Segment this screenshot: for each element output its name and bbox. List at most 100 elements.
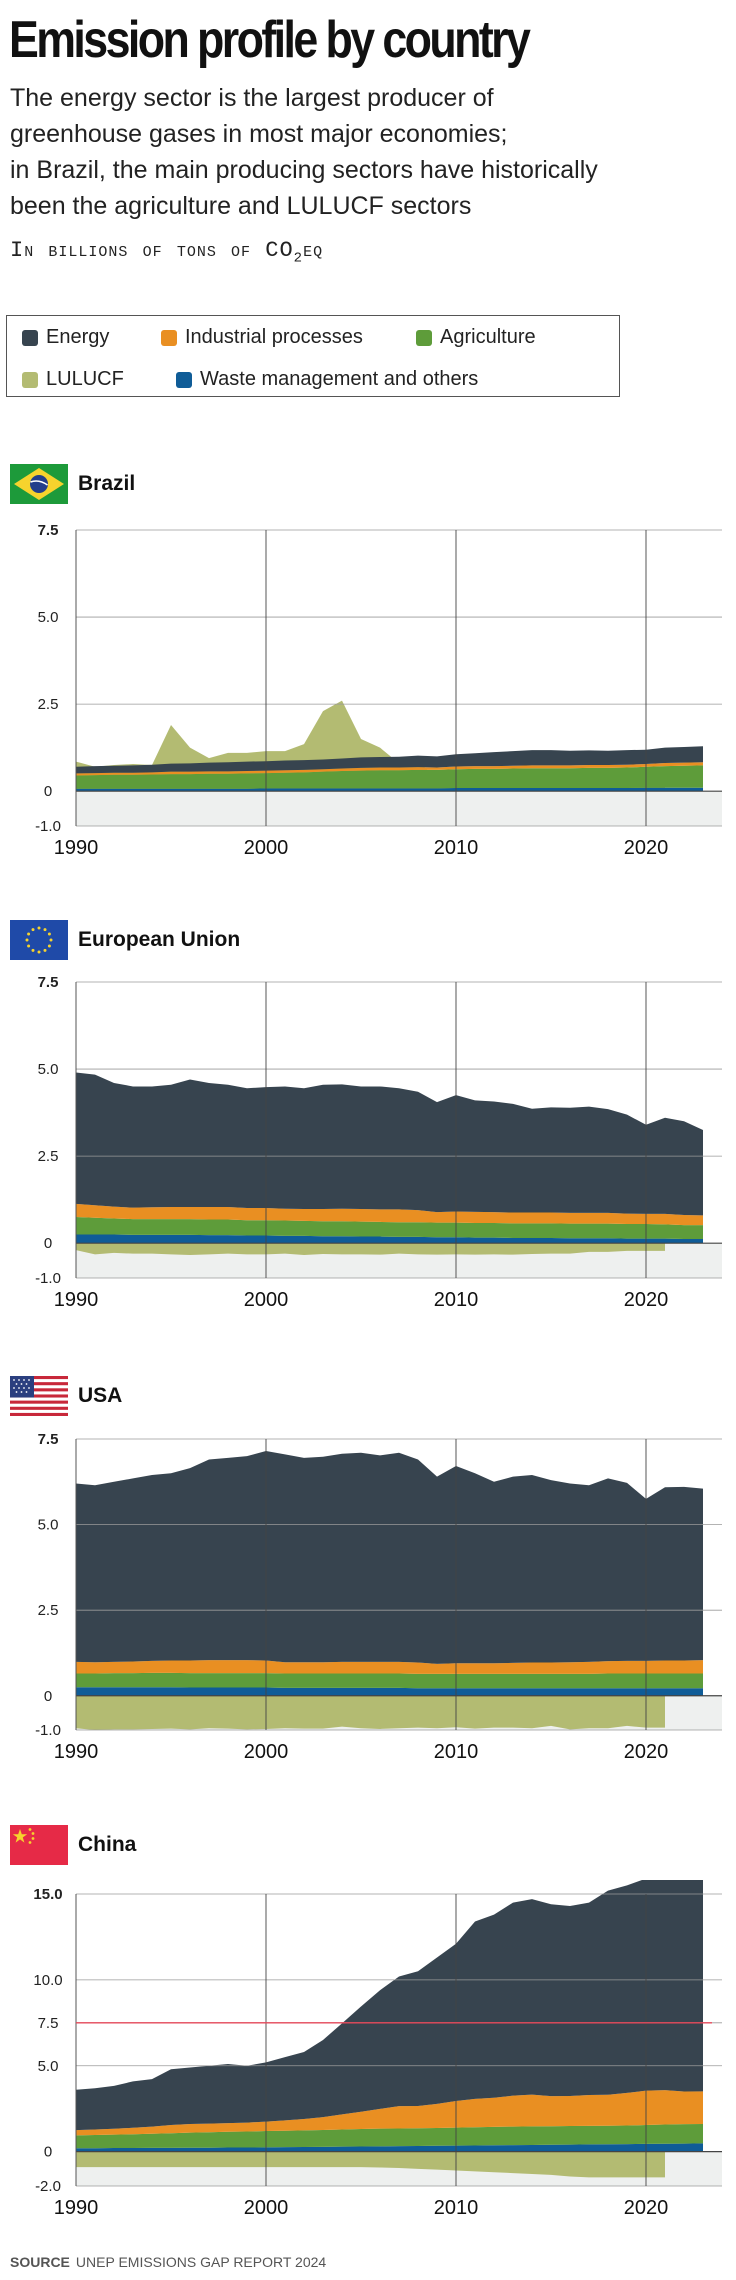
- subtitle: The energy sector is the largest produce…: [10, 80, 710, 224]
- energy-area: [76, 746, 703, 774]
- waste-management-and-others-area: [76, 787, 703, 792]
- energy-area: [76, 1880, 703, 2131]
- y-tick-label: 7.5: [38, 2015, 59, 2032]
- industrial-processes-area: [76, 1203, 703, 1226]
- china-flag-icon: [10, 1825, 68, 1865]
- y-tick-label: -1.0: [35, 1270, 61, 1287]
- x-tick-label: 2000: [244, 1289, 289, 1311]
- x-tick-label: 2010: [434, 2197, 479, 2219]
- y-tick-label: 5.0: [38, 1517, 59, 1534]
- legend-item-energy: Energy: [22, 326, 109, 349]
- x-tick-label: 2000: [244, 1741, 289, 1763]
- chart-european-union: -1.0 0 2.5 5.0 7.5 1990 2000 2010 2020: [35, 974, 722, 1311]
- y-tick-label: 5.0: [38, 609, 59, 626]
- country-name: China: [78, 1833, 137, 1856]
- y-tick-label: 7.5: [38, 522, 59, 539]
- legend-item-industrial: Industrial processes: [161, 326, 363, 349]
- waste-management-and-others-area: [76, 2143, 703, 2152]
- country-name: USA: [78, 1384, 123, 1407]
- country-name: European Union: [78, 928, 241, 951]
- lulucf-area: [76, 2151, 665, 2178]
- units-suffix: eq: [303, 238, 324, 263]
- lulucf-area: [76, 1243, 665, 1256]
- x-tick-label: 1990: [54, 837, 99, 859]
- chart-usa: -1.0 0 2.5 5.0 7.5 1990 2000 2010 2020: [35, 1431, 722, 1763]
- legend-item-agriculture: Agriculture: [416, 326, 536, 349]
- y-tick-label: 2.5: [38, 696, 59, 713]
- y-tick-label: 10.0: [33, 1972, 62, 1989]
- y-tick-label: 2.5: [38, 1602, 59, 1619]
- brazil-flag-icon: [10, 464, 68, 504]
- legend-label: Energy: [46, 326, 110, 348]
- chart-brazil: -1.0 0 2.5 5.0 7.5 1990 2000 2010 2020: [35, 522, 722, 859]
- panel-title-european-union: European Union: [10, 920, 240, 960]
- panel-title-brazil: Brazil: [10, 464, 135, 504]
- y-tick-label: 0: [44, 1688, 52, 1705]
- page-title: Emission profile by country: [9, 11, 531, 69]
- legend-label: LULUCF: [46, 368, 124, 390]
- units-prefix: In billions of tons of CO: [10, 238, 294, 263]
- x-tick-label: 1990: [54, 1289, 99, 1311]
- y-tick-label: 5.0: [38, 2058, 59, 2075]
- y-tick-label: 5.0: [38, 1061, 59, 1078]
- negative-band: [76, 791, 722, 826]
- country-name: Brazil: [78, 472, 136, 495]
- subtitle-line: greenhouse gases in most major economies…: [10, 120, 508, 148]
- legend-label: Agriculture: [440, 326, 536, 348]
- x-tick-label: 2020: [624, 837, 669, 859]
- legend-swatch: [176, 371, 192, 388]
- subtitle-line: been the agriculture and LULUCF sectors: [10, 192, 472, 220]
- legend-item-lulucf: LULUCF: [22, 368, 124, 391]
- y-tick-label: 15.0: [33, 1886, 62, 1903]
- subtitle-line: The energy sector is the largest produce…: [10, 84, 494, 112]
- industrial-processes-area: [76, 2090, 703, 2136]
- x-tick-label: 2020: [624, 1741, 669, 1763]
- chart-china: -2.0 0 5.0 7.5 10.0 15.0 1990 2000 2010 2020: [33, 1880, 722, 2219]
- y-tick-label: 7.5: [38, 974, 59, 991]
- y-tick-label: -1.0: [35, 1722, 61, 1739]
- legend-item-waste: Waste management and others: [176, 368, 478, 391]
- waste-management-and-others-area: [76, 1234, 703, 1244]
- x-tick-label: 1990: [54, 1741, 99, 1763]
- source-note: SOURCE UNEP EMISSIONS GAP REPORT 2024: [10, 2254, 326, 2270]
- units-subscript: 2: [293, 250, 304, 267]
- industrial-processes-area: [76, 762, 703, 776]
- usa-flag-icon: [10, 1376, 68, 1416]
- legend-swatch: [161, 329, 177, 346]
- y-tick-label: 7.5: [38, 1431, 59, 1448]
- energy-area: [76, 1072, 703, 1216]
- y-tick-label: 0: [44, 1235, 52, 1252]
- energy-area: [76, 1450, 703, 1664]
- legend-swatch: [22, 329, 38, 346]
- y-tick-label: 0: [44, 783, 52, 800]
- agriculture-area: [76, 1672, 703, 1689]
- eu-flag-icon: [10, 920, 68, 960]
- legend-swatch: [22, 371, 38, 388]
- x-tick-label: 2020: [624, 1289, 669, 1311]
- x-tick-label: 2020: [624, 2197, 669, 2219]
- x-tick-label: 2000: [244, 2197, 289, 2219]
- x-tick-label: 2010: [434, 1741, 479, 1763]
- panel-title-china: China: [10, 1825, 136, 1865]
- x-tick-label: 2010: [434, 1289, 479, 1311]
- legend: Energy Industrial processes Agriculture …: [6, 315, 620, 397]
- legend-swatch: [416, 329, 432, 346]
- legend-label: Waste management and others: [200, 368, 479, 390]
- agriculture-area: [76, 2123, 703, 2149]
- y-tick-label: 0: [44, 2144, 52, 2161]
- legend-label: Industrial processes: [185, 326, 363, 348]
- source-label: SOURCE: [10, 2254, 70, 2270]
- y-tick-label: -2.0: [35, 2178, 61, 2195]
- source-text: UNEP EMISSIONS GAP REPORT 2024: [75, 2254, 327, 2270]
- units-label: In billions of tons of CO2eq: [10, 238, 323, 266]
- y-tick-label: -1.0: [35, 818, 61, 835]
- waste-management-and-others-area: [76, 1687, 703, 1696]
- y-tick-label: 2.5: [38, 1148, 59, 1165]
- x-tick-label: 2000: [244, 837, 289, 859]
- industrial-processes-area: [76, 1660, 703, 1674]
- panel-title-usa: USA: [10, 1376, 122, 1416]
- subtitle-line: in Brazil, the main producing sectors ha…: [10, 156, 598, 184]
- agriculture-area: [76, 1217, 703, 1239]
- x-tick-label: 2010: [434, 837, 479, 859]
- agriculture-area: [76, 765, 703, 789]
